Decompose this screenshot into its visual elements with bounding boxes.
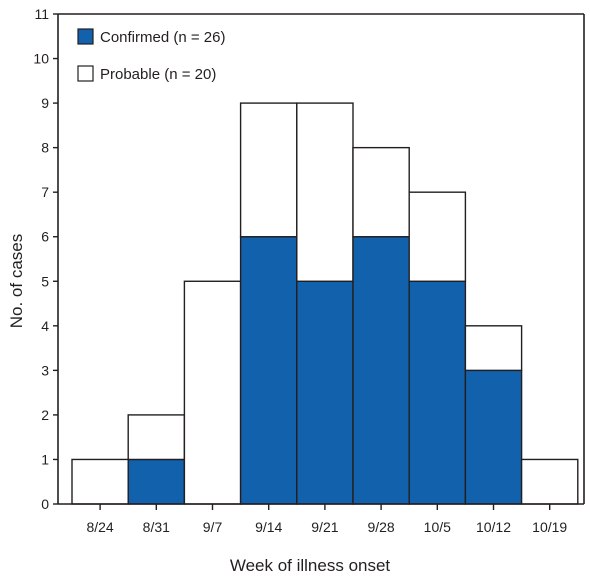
bar-probable-9-14 xyxy=(239,102,298,238)
x-tick-label: 9/7 xyxy=(203,519,223,535)
bar-probable-8-24 xyxy=(71,458,129,505)
legend-label-probable: Probable (n = 20) xyxy=(100,66,216,83)
legend: Confirmed (n = 26) Probable (n = 20) xyxy=(77,28,225,83)
bar-confirmed-10-5 xyxy=(408,280,467,505)
axes-group xyxy=(57,13,585,505)
legend-swatch-probable xyxy=(77,65,94,82)
y-tick-label: 0 xyxy=(41,496,49,512)
y-tick-label: 11 xyxy=(34,6,49,22)
bar-confirmed-9-28 xyxy=(352,236,410,505)
x-tick-label: 10/12 xyxy=(476,519,511,535)
bar-confirmed-10-12 xyxy=(464,369,523,505)
y-tick-label: 2 xyxy=(41,407,49,423)
y-axis-title: No. of cases xyxy=(7,234,26,329)
legend-label-confirmed: Confirmed (n = 26) xyxy=(100,29,225,46)
x-tick-label: 8/31 xyxy=(143,519,170,535)
legend-swatch-confirmed xyxy=(77,28,94,45)
y-tick-label: 9 xyxy=(41,95,49,111)
bar-probable-9-7 xyxy=(183,280,242,505)
x-tick-label: 9/28 xyxy=(367,519,394,535)
bar-confirmed-9-21 xyxy=(296,280,354,505)
y-tick-label: 6 xyxy=(41,229,49,245)
y-tick-label: 7 xyxy=(41,184,49,200)
y-tick-label: 4 xyxy=(41,318,49,334)
bar-probable-10-5 xyxy=(408,191,467,282)
bar-probable-10-12 xyxy=(464,325,523,372)
bars-group xyxy=(71,102,579,505)
x-tick-label: 9/14 xyxy=(255,519,282,535)
x-tick-label: 8/24 xyxy=(86,519,113,535)
bar-confirmed-9-14 xyxy=(239,236,298,505)
y-tick-label: 5 xyxy=(41,273,49,289)
x-tick-label: 10/19 xyxy=(532,519,567,535)
bar-probable-10-19 xyxy=(520,458,579,505)
x-axis-title: Week of illness onset xyxy=(230,556,391,575)
bar-probable-8-31 xyxy=(127,414,186,461)
ticks-group: 0 1 2 3 4 5 6 7 8 9 10 11 8/24 8/31 9/7 9/14 9/21 9/28 10/… xyxy=(33,6,567,535)
y-tick-label: 8 xyxy=(41,140,49,156)
y-tick-label: 1 xyxy=(41,451,49,467)
bar-probable-9-21 xyxy=(296,102,354,282)
y-tick-label: 3 xyxy=(41,362,49,378)
x-tick-label: 9/21 xyxy=(311,519,338,535)
x-tick-label: 10/5 xyxy=(424,519,451,535)
bar-probable-9-28 xyxy=(352,146,410,238)
bar-confirmed-8-31 xyxy=(127,458,186,505)
y-tick-label: 10 xyxy=(33,51,49,67)
